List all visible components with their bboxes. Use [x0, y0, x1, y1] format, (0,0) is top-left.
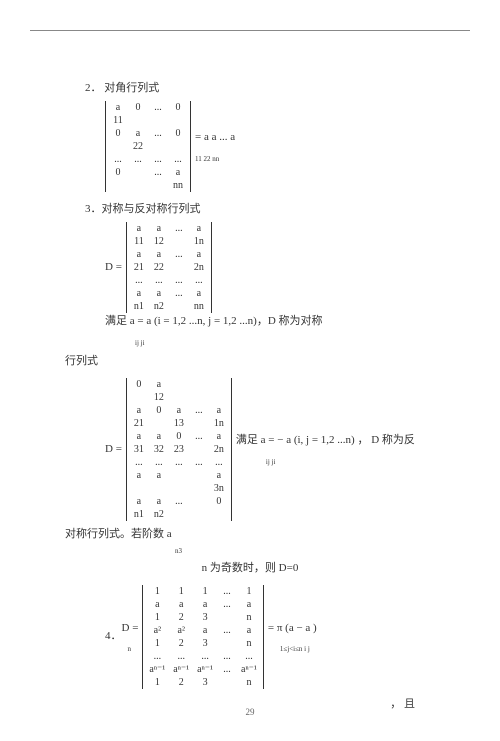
antisym-det: D = 0a 12 a0a...a 21131n aa0...a 3132232… [105, 378, 415, 521]
antisym-condition-sub: ij ji [266, 458, 276, 466]
vandermonde: 4． D = n 111...1 aaa...a 123n a²a²a...a … [105, 585, 415, 689]
vandermonde-rhs: = π (a − a ) [268, 622, 317, 634]
symmetric-det: D = aa...a 11121n aa...a 21222n ........… [105, 222, 415, 348]
antisym-trail: 对称行列式。若阶数 a [65, 528, 172, 540]
diag-rhs: = a a ... a [195, 131, 235, 143]
diag-matrix: a0...0 11 0a...0 22 ............ 0...a n… [108, 101, 188, 192]
section-4-title: 4． [105, 628, 122, 646]
sym-trail: 行列式 [65, 352, 415, 368]
odd-n-result: n 为奇数时，则 D=0 [85, 559, 415, 575]
diag-rhs-sub: 11 22 nn [195, 155, 219, 163]
section-3-title: 3．对称与反对称行列式 [85, 200, 415, 216]
antisym-matrix: 0a 12 a0a...a 21131n aa0...a 3132232n ..… [129, 378, 229, 521]
diag-determinant: a0...0 11 0a...0 22 ............ 0...a n… [105, 101, 415, 192]
section-2-title: 2． 对角行列式 [85, 79, 415, 95]
sym-condition: 满足 a = a (i = 1,2 ...n, j = 1,2 ...n)，D … [105, 315, 323, 327]
vandermonde-rhs-sub: 1≤j<i≤n i j [280, 645, 310, 653]
sym-matrix: aa...a 11121n aa...a 21222n ............… [129, 222, 209, 313]
antisym-condition: 满足 a = − a (i, j = 1,2 ...n) ， D 称为反 [236, 434, 415, 446]
antisym-trail-sub: n3 [175, 547, 182, 555]
vandermonde-matrix: 111...1 aaa...a 123n a²a²a...a 123n ....… [145, 585, 261, 689]
d-equals: D = [105, 259, 122, 277]
page-content: 2． 对角行列式 a0...0 11 0a...0 22 ...........… [30, 30, 470, 741]
sym-condition-sub: ij ji [135, 339, 145, 347]
d-equals-2: D = [105, 441, 122, 459]
dn-sub: n [128, 645, 132, 653]
page-number: 29 [0, 707, 500, 717]
dn-equals: D = [122, 622, 139, 634]
